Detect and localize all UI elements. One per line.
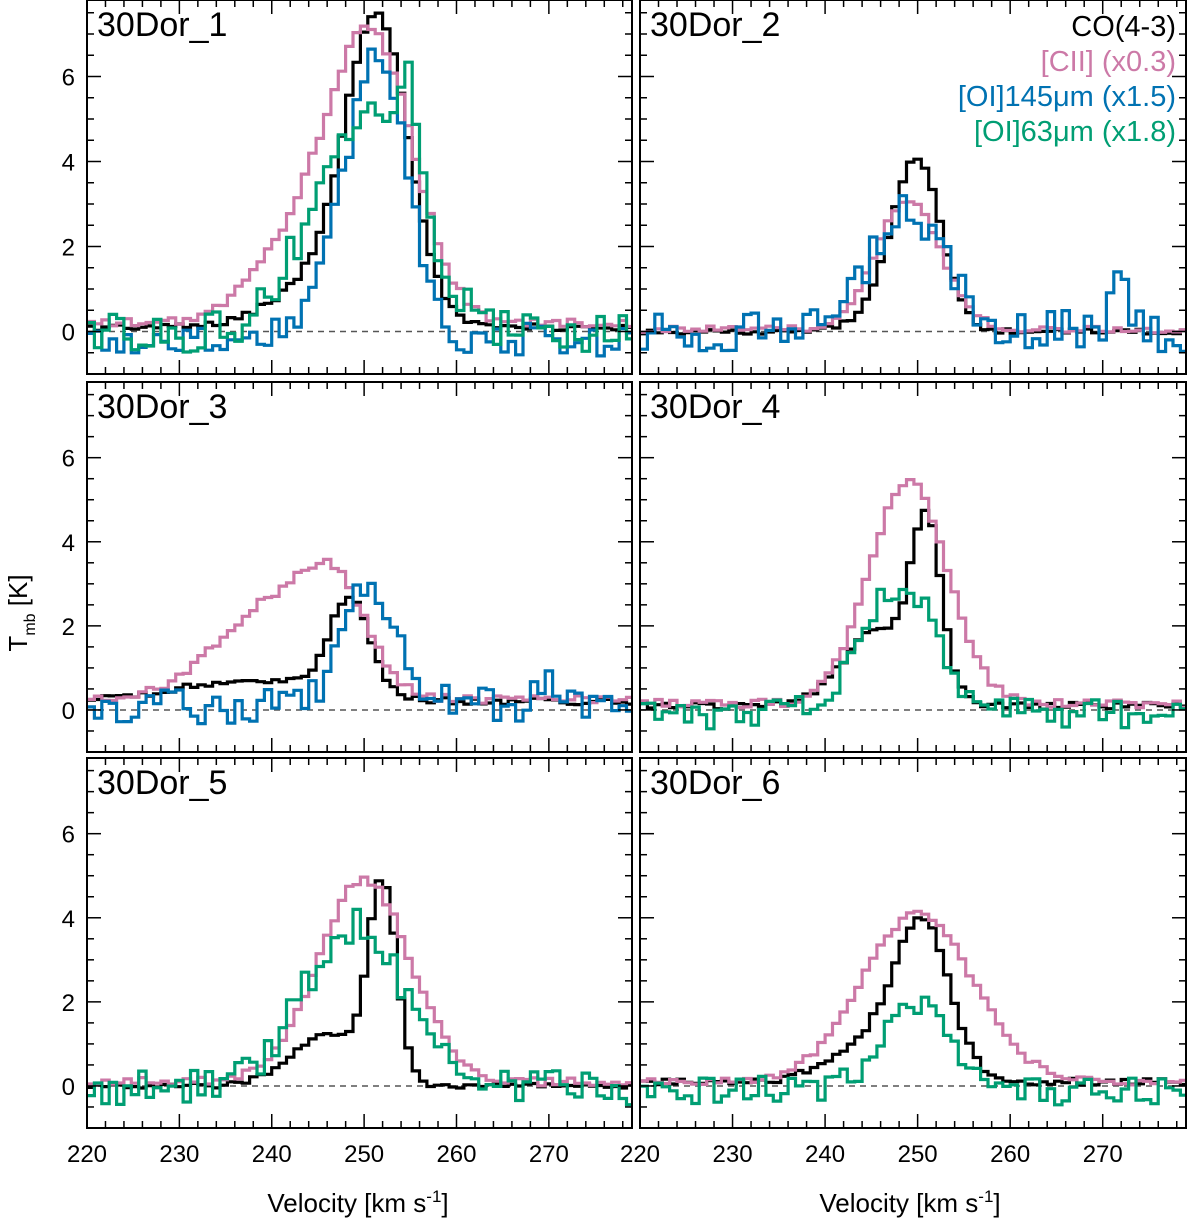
panel-frame xyxy=(639,0,1187,375)
y-tick-label: 2 xyxy=(62,990,75,1017)
series-oi63 xyxy=(87,907,632,1107)
x-tick-label: 220 xyxy=(620,1141,660,1168)
panel-title: 30Dor_3 xyxy=(97,388,227,426)
series-co xyxy=(640,916,1186,1087)
x-axis-title-left: Velocity [km s-1] xyxy=(267,1187,448,1218)
x-tick-label: 260 xyxy=(436,1141,476,1168)
series-oi63 xyxy=(640,587,1186,731)
panel-title: 30Dor_1 xyxy=(97,6,227,44)
series-cii xyxy=(87,24,632,329)
y-tick-label: 6 xyxy=(62,822,75,849)
panel-frame xyxy=(86,0,633,375)
x-tick-label: 230 xyxy=(159,1141,199,1168)
y-tick-label: 6 xyxy=(62,446,75,473)
x-tick-label: 240 xyxy=(252,1141,292,1168)
x-tick-label: 270 xyxy=(1083,1141,1123,1168)
series-oi145 xyxy=(640,194,1186,354)
y-axis-title: Tmb [K] xyxy=(3,574,39,651)
panel-frame xyxy=(639,381,1187,753)
y-tick-label: 0 xyxy=(62,320,75,347)
legend-entry-cii: [CII] (x0.3) xyxy=(1041,46,1176,78)
series-oi145 xyxy=(87,581,632,726)
y-tick-label: 2 xyxy=(62,235,75,262)
series-co xyxy=(87,11,632,332)
series-cii xyxy=(87,557,632,705)
panel-title: 30Dor_6 xyxy=(650,764,780,802)
y-tick-label: 6 xyxy=(62,65,75,92)
y-tick-label: 0 xyxy=(62,698,75,725)
legend-entry-co: CO(4-3) xyxy=(1071,11,1176,43)
x-tick-label: 250 xyxy=(898,1141,938,1168)
panel-30dor-3: 0 2 4 6 30Dor_3 xyxy=(62,381,633,753)
y-tick-label: 2 xyxy=(62,614,75,641)
series-co xyxy=(640,508,1186,711)
panel-title: 30Dor_5 xyxy=(97,764,227,802)
x-tick-label: 230 xyxy=(713,1141,753,1168)
y-tick-label: 0 xyxy=(62,1074,75,1101)
x-axis-title-right: Velocity [km s-1] xyxy=(819,1187,1000,1218)
x-tick-label: 220 xyxy=(67,1141,107,1168)
panel-frame xyxy=(639,757,1187,1129)
legend-entry-oi145: [OI]145μm (x1.5) xyxy=(958,81,1176,113)
panel-30dor-4: 30Dor_4 xyxy=(639,381,1187,753)
legend: CO(4-3)[CII] (x0.3)[OI]145μm (x1.5)[OI]6… xyxy=(958,11,1176,148)
y-tick-label: 4 xyxy=(62,150,75,177)
series-oi63 xyxy=(640,995,1186,1107)
x-tick-label: 260 xyxy=(990,1141,1030,1168)
series-cii xyxy=(640,478,1186,710)
x-tick-label: 240 xyxy=(805,1141,845,1168)
panel-frame xyxy=(86,757,633,1129)
axis-titles: Velocity [km s-1] Velocity [km s-1] Tmb … xyxy=(3,574,1001,1218)
x-tick-label: 250 xyxy=(344,1141,384,1168)
x-tick-label: 270 xyxy=(529,1141,569,1168)
series-cii xyxy=(640,909,1186,1087)
legend-entry-oi63: [OI]63μm (x1.8) xyxy=(974,116,1176,148)
y-tick-label: 4 xyxy=(62,906,75,933)
panel-30dor-2: 30Dor_2 CO(4-3)[CII] (x0.3)[OI]145μm (x1.… xyxy=(639,0,1187,375)
panel-title: 30Dor_4 xyxy=(650,388,780,426)
panel-frame xyxy=(86,381,633,753)
panel-30dor-1: 0 2 4 6 30Dor_1 xyxy=(62,0,633,375)
panel-title: 30Dor_2 xyxy=(650,6,780,44)
panel-30dor-5: 0 2 4 6 220 230 240 250 260 270 30Dor_5 xyxy=(62,757,633,1168)
panel-30dor-6: 220 230 240 250 260 270 30Dor_6 xyxy=(620,757,1187,1168)
y-tick-label: 4 xyxy=(62,530,75,557)
series-oi63 xyxy=(87,60,632,354)
series-co xyxy=(640,157,1186,336)
series-oi145 xyxy=(87,47,632,358)
